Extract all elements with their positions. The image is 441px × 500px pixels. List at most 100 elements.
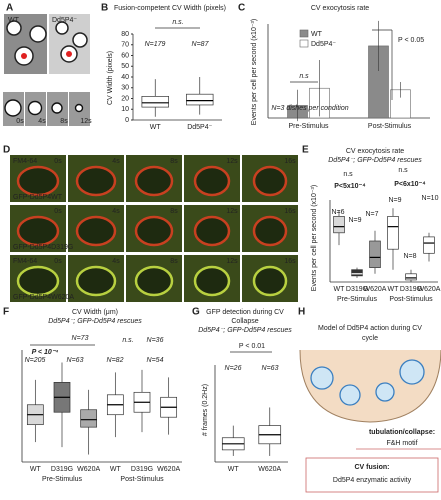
y-axis-label: Events per cell per second (x10⁻³)	[311, 185, 318, 291]
model-box	[305, 457, 439, 493]
time-label: 0s	[16, 118, 24, 125]
legend-label: WT	[311, 31, 323, 38]
x-tick-label: WT	[30, 466, 42, 473]
chart-title: CV exocytosis rate	[311, 5, 369, 12]
channel-label: GFP-Dd5P4WT	[13, 194, 63, 201]
x-tick-label: W620A	[364, 286, 387, 293]
cv-membrane	[193, 215, 231, 247]
vacuole	[55, 21, 69, 35]
annotation: N=179	[145, 41, 166, 48]
annotation: P<6x10⁻⁴	[394, 181, 426, 188]
group-label: Pre-Stimulus	[337, 296, 378, 303]
annotation: N=36	[147, 337, 164, 344]
cv-membrane	[134, 165, 174, 197]
time-label: 12s	[226, 258, 238, 265]
star	[66, 51, 72, 57]
annotation: N=6	[331, 209, 344, 216]
y-tick-label: 80	[121, 31, 129, 38]
cv-membrane	[252, 165, 288, 197]
x-tick-label: Pre-Stimulus	[288, 123, 329, 130]
x-tick-label: W620A	[418, 286, 441, 293]
annotation: N=8	[403, 253, 416, 260]
star	[21, 53, 27, 59]
box	[405, 273, 417, 281]
model-label: F&H motif	[386, 440, 417, 447]
annotation: P < 0.01	[239, 343, 265, 350]
vesicle	[310, 366, 334, 390]
box	[80, 409, 98, 428]
vesicle	[399, 359, 425, 385]
legend-swatch	[299, 29, 309, 38]
annotation: N=82	[107, 357, 124, 364]
group-label: Post-Stimulus	[120, 476, 164, 483]
annotation: N=63	[67, 357, 84, 364]
cv-membrane	[193, 165, 231, 197]
vacuole	[6, 20, 22, 36]
legend-label: Dd5P4⁻	[311, 41, 336, 48]
channel-label: GFP-Dd5P4W620A	[13, 294, 74, 301]
channel-label: GFP-Dd5P4D319G	[13, 244, 73, 251]
x-tick-label: WT	[228, 466, 240, 473]
time-label: 8s	[170, 158, 178, 165]
annotation: N=87	[192, 41, 210, 48]
chart-title: Collapse	[231, 318, 258, 325]
y-tick-label: 20	[121, 95, 129, 102]
annotation: N=7	[365, 211, 378, 218]
box	[423, 236, 435, 254]
annotation: n.s	[343, 171, 353, 178]
x-tick-label: W620A	[77, 466, 100, 473]
annotation: P < 0.05	[398, 37, 424, 44]
y-axis-label: CV Width (pixels)	[107, 51, 114, 105]
annotation: N=205	[25, 357, 46, 364]
panel-label: D	[3, 145, 10, 156]
vesicle	[375, 382, 395, 402]
time-label: 4s	[112, 258, 120, 265]
box	[351, 269, 363, 277]
panel-label: C	[238, 3, 245, 14]
y-tick-label: 40	[121, 74, 129, 81]
chart-title: CV Width (μm)	[72, 309, 118, 316]
time-label: 12s	[226, 158, 238, 165]
time-label: 0s	[54, 208, 62, 215]
cv-membrane	[252, 215, 288, 247]
model-label: CV fusion:	[355, 464, 390, 471]
annotation: N=9	[348, 217, 361, 224]
chart-title: CV exocytosis rate	[346, 148, 404, 155]
annotation: N=9	[388, 197, 401, 204]
channel-label: FM4-64	[13, 258, 37, 265]
annotation: N=26	[225, 365, 242, 372]
time-label: 4s	[38, 118, 46, 125]
y-tick-label: 0	[125, 117, 129, 124]
annotation: N=63	[262, 365, 279, 372]
cv-membrane	[134, 265, 174, 297]
cv-membrane	[16, 265, 60, 297]
y-tick-label: 10	[121, 106, 129, 113]
annotation: N=73	[72, 335, 89, 342]
diagram-title: Model of Dd5P4 action during CV	[318, 325, 422, 332]
y-tick-label: 30	[121, 85, 129, 92]
chart-subtitle: Dd5P4⁻; GFP-Dd5P4 rescues	[328, 157, 422, 164]
cv-membrane	[75, 215, 117, 247]
time-label: 8s	[170, 208, 178, 215]
vacuole	[27, 100, 43, 116]
x-tick-label: D319G	[346, 286, 368, 293]
x-tick-label: D319G	[400, 286, 422, 293]
x-tick-label: WT	[334, 286, 346, 293]
group-label: Post-Stimulus	[389, 296, 433, 303]
chart-subtitle: Dd5P4⁻; GFP-Dd5P4 rescues	[48, 318, 142, 325]
annotation: n.s	[398, 167, 408, 174]
time-label: 16s	[284, 208, 296, 215]
x-tick-label: WT	[110, 466, 122, 473]
channel-label: FM4-64	[13, 158, 37, 165]
box	[333, 216, 345, 234]
y-tick-label: 70	[121, 42, 129, 49]
annotation: P < 10⁻⁴	[32, 349, 59, 356]
chart-subtitle: Dd5P4⁻; GFP-Dd5P4 rescues	[198, 327, 292, 334]
model-label: tubulation/collapse:	[369, 429, 435, 436]
cv-membrane	[16, 215, 60, 247]
panel-label: F	[3, 307, 9, 318]
box	[186, 93, 214, 106]
cv-membrane	[193, 265, 231, 297]
time-label: 12s	[80, 118, 92, 125]
